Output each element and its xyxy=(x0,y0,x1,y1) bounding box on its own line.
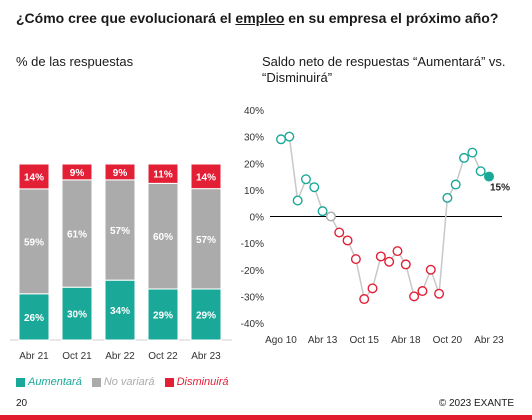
page-number: 20 xyxy=(16,398,28,409)
data-point xyxy=(459,152,470,163)
left-chart-title: % de las respuestas xyxy=(16,54,134,69)
bar-data-label: 9% xyxy=(113,168,128,179)
bar-segment xyxy=(147,163,179,184)
bar-data-label: 9% xyxy=(70,168,85,179)
bar-segment xyxy=(190,288,222,341)
series-line xyxy=(280,135,490,301)
data-point xyxy=(309,182,320,193)
data-point xyxy=(367,283,378,294)
bar-segment xyxy=(18,293,50,341)
bar-segment xyxy=(104,163,136,181)
y-tick-label: -30% xyxy=(241,292,264,303)
x-tick-label: Abr 13 xyxy=(308,335,338,346)
data-point xyxy=(475,166,486,177)
right-chart-title: Saldo neto de respuestas “Aumentará” vs.… xyxy=(262,54,506,85)
bar-data-label: 14% xyxy=(24,172,44,183)
stacked-bar-chart: 26% 59% 14% Abr 21 30% 61% 9% Oct 21 34% 57% 9% Abr… xyxy=(10,163,232,362)
title-text-after: en su empresa el próximo año? xyxy=(284,10,499,26)
legend-item-disminuira: Disminuirá xyxy=(164,376,229,388)
bar-segment xyxy=(104,279,136,341)
x-tick-label: Abr 22 xyxy=(105,351,135,362)
data-point xyxy=(483,171,494,182)
bar-data-label: 61% xyxy=(67,230,87,241)
bar-segment xyxy=(61,179,93,288)
bar-segment xyxy=(147,288,179,341)
copyright: © 2023 EXANTE xyxy=(438,398,514,409)
legend-item-no-variara: No variará xyxy=(91,376,155,388)
bar-data-label: 26% xyxy=(24,313,44,324)
y-tick-label: -20% xyxy=(241,266,264,277)
legend-label: No variará xyxy=(103,376,155,388)
bar-data-label: 30% xyxy=(67,310,87,321)
bar-data-label: 11% xyxy=(153,170,173,181)
x-tick-label: Ago 10 xyxy=(265,335,297,346)
data-point xyxy=(450,179,461,190)
net-balance-line-chart: 40% 30% 20% 10% 0% -10% -20% -30% -40% 15% Ago 10 A… xyxy=(241,106,510,346)
bar-segment xyxy=(18,188,50,295)
y-tick-label: 40% xyxy=(244,106,264,117)
bar-segment xyxy=(190,163,222,190)
data-point xyxy=(317,206,328,217)
bar-segment xyxy=(61,163,93,181)
data-point xyxy=(350,254,361,265)
x-tick-label: Abr 23 xyxy=(191,351,221,362)
legend-label: Disminuirá xyxy=(176,376,229,388)
x-tick-label: Abr 21 xyxy=(19,351,49,362)
data-point xyxy=(384,256,395,267)
legend-swatch xyxy=(91,377,101,387)
data-point xyxy=(334,227,345,238)
y-tick-label: 0% xyxy=(250,213,265,224)
x-tick-label: Oct 21 xyxy=(62,351,92,362)
data-point xyxy=(442,192,453,203)
y-tick-label: -10% xyxy=(241,239,264,250)
footer-bar xyxy=(0,415,532,420)
bar-data-label: 59% xyxy=(24,237,44,248)
data-point xyxy=(409,291,420,302)
data-point xyxy=(292,195,303,206)
bar-segment xyxy=(190,188,222,290)
bar-segment xyxy=(18,163,50,190)
data-point xyxy=(284,131,295,142)
bar-data-label: 57% xyxy=(196,235,216,246)
data-point xyxy=(342,235,353,246)
data-point xyxy=(276,134,287,145)
data-point xyxy=(375,251,386,262)
legend-item-aumentara: Aumentará xyxy=(16,376,82,388)
bar-segment xyxy=(61,286,93,341)
title-emphasis: empleo xyxy=(235,10,285,26)
data-point xyxy=(325,211,336,222)
data-point xyxy=(425,264,436,275)
bar-segment xyxy=(147,182,179,290)
data-point xyxy=(300,174,311,185)
y-tick-label: 10% xyxy=(244,186,264,197)
legend-label: Aumentará xyxy=(28,376,82,388)
x-tick-label: Abr 23 xyxy=(474,335,504,346)
data-point xyxy=(359,294,370,305)
chart-legend: Aumentará No variará Disminuirá xyxy=(16,376,229,388)
data-point xyxy=(392,246,403,257)
legend-swatch xyxy=(16,377,25,387)
bar-data-label: 29% xyxy=(153,310,173,321)
data-point xyxy=(467,147,478,158)
x-tick-label: Oct 22 xyxy=(148,351,178,362)
page-title: ¿Cómo cree que evolucionará el empleo en… xyxy=(16,10,498,26)
bar-segment xyxy=(104,179,136,281)
last-value-label: 15% xyxy=(490,183,510,194)
bar-data-label: 60% xyxy=(153,232,173,243)
x-tick-label: Oct 15 xyxy=(349,335,379,346)
x-tick-label: Abr 18 xyxy=(391,335,421,346)
bar-data-label: 29% xyxy=(196,310,216,321)
data-point xyxy=(400,259,411,270)
bar-data-label: 14% xyxy=(196,172,216,183)
x-tick-label: Oct 20 xyxy=(433,335,463,346)
bar-data-label: 34% xyxy=(110,306,130,317)
data-point xyxy=(417,286,428,297)
y-tick-label: 30% xyxy=(244,133,264,144)
bar-data-label: 57% xyxy=(110,226,130,237)
title-text-before: ¿Cómo cree que evolucionará el xyxy=(16,10,236,26)
legend-swatch xyxy=(164,377,174,387)
y-tick-label: -40% xyxy=(241,319,264,330)
y-tick-label: 20% xyxy=(244,159,264,170)
data-point xyxy=(434,288,445,299)
